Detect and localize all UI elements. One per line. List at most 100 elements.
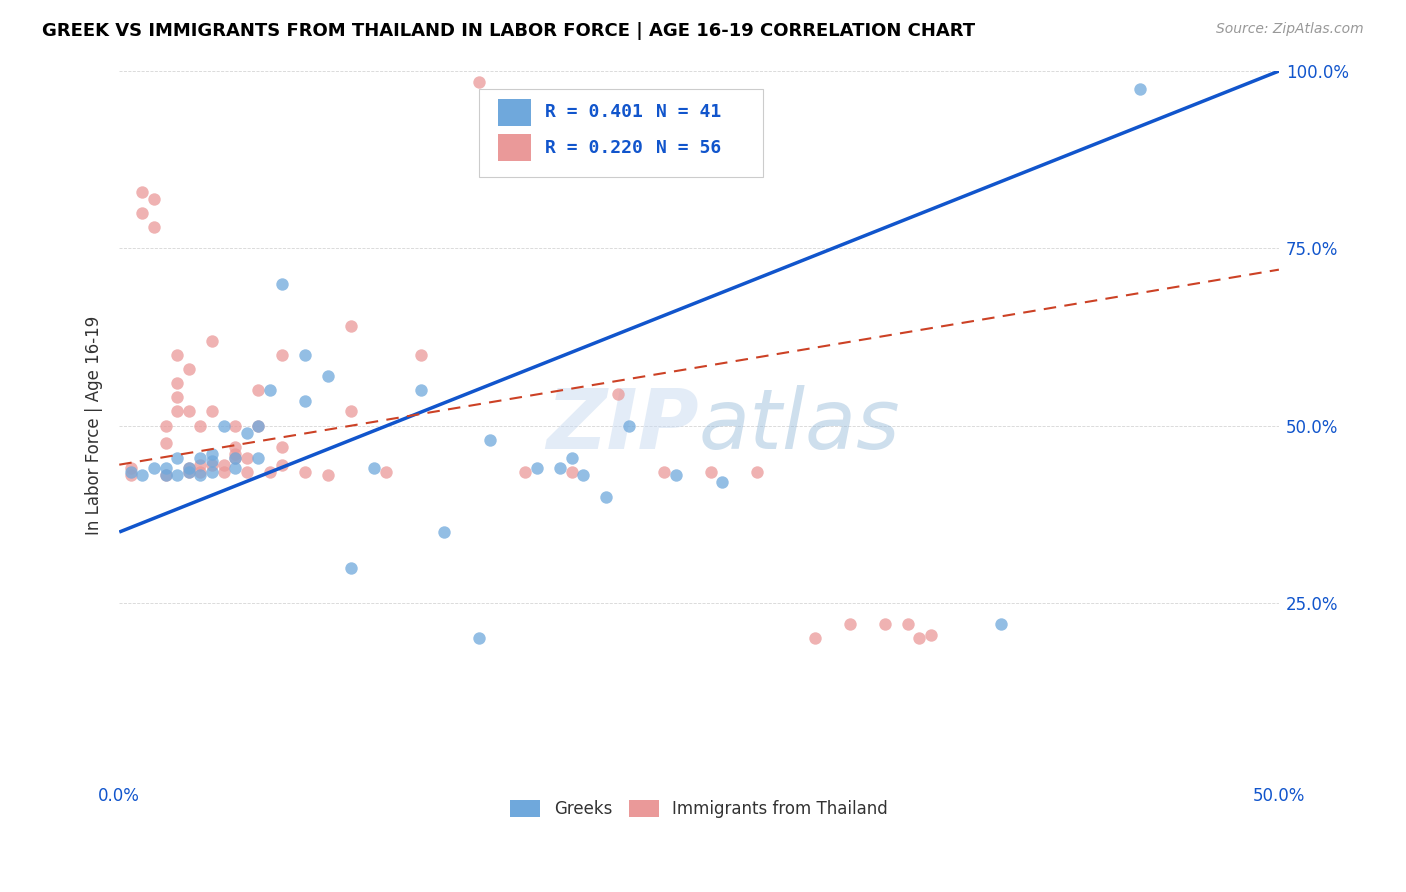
Text: R = 0.220: R = 0.220 (546, 138, 643, 157)
Point (526, 461, 548, 475)
Point (247, 418, 270, 433)
Point (177, 465, 200, 479)
Point (409, 383, 432, 397)
Point (1129, 82, 1152, 96)
Point (143, 220, 166, 235)
Point (340, 404, 363, 418)
Point (155, 461, 177, 475)
Text: R = 0.401: R = 0.401 (546, 103, 643, 121)
Point (177, 461, 200, 475)
Point (143, 461, 166, 475)
Point (190, 418, 212, 433)
Point (155, 468, 177, 483)
Point (212, 465, 235, 479)
Point (155, 436, 177, 450)
Point (224, 440, 246, 454)
Point (804, 632, 827, 646)
Point (838, 617, 860, 632)
Point (201, 404, 224, 418)
Point (711, 475, 734, 490)
Y-axis label: In Labor Force | Age 16-19: In Labor Force | Age 16-19 (86, 316, 103, 535)
Point (259, 383, 281, 397)
Point (468, 75, 491, 89)
Point (572, 468, 595, 483)
Point (166, 376, 188, 391)
Point (190, 450, 212, 465)
Point (177, 461, 200, 475)
Point (190, 465, 212, 479)
Point (294, 465, 316, 479)
Point (990, 617, 1012, 632)
Point (201, 465, 224, 479)
Point (247, 418, 270, 433)
Point (131, 185, 153, 199)
Point (619, 418, 641, 433)
Text: atlas: atlas (699, 385, 901, 467)
Point (166, 348, 188, 362)
Point (468, 632, 491, 646)
Point (652, 465, 675, 479)
Point (699, 465, 721, 479)
Point (316, 369, 339, 384)
Point (595, 490, 617, 504)
Point (177, 465, 200, 479)
Point (270, 440, 292, 454)
Point (363, 461, 385, 475)
Point (201, 458, 224, 472)
Point (131, 468, 153, 483)
Point (166, 450, 188, 465)
Point (120, 465, 142, 479)
Bar (499, 134, 531, 161)
Point (131, 206, 153, 220)
Point (606, 386, 628, 401)
Point (190, 458, 212, 472)
Point (340, 560, 363, 574)
Point (177, 362, 200, 376)
Point (166, 404, 188, 418)
Point (270, 348, 292, 362)
Point (908, 632, 931, 646)
Point (201, 334, 224, 348)
Point (143, 192, 166, 206)
Point (120, 461, 142, 475)
Point (340, 319, 363, 334)
Text: N = 56: N = 56 (657, 138, 721, 157)
Legend: Greeks, Immigrants from Thailand: Greeks, Immigrants from Thailand (503, 794, 894, 825)
Point (236, 465, 259, 479)
Point (920, 628, 942, 642)
Point (409, 348, 432, 362)
Point (155, 468, 177, 483)
Point (236, 425, 259, 440)
Point (897, 617, 920, 632)
Text: ZIP: ZIP (547, 385, 699, 467)
Point (166, 390, 188, 404)
Point (270, 458, 292, 472)
Text: N = 41: N = 41 (657, 103, 721, 121)
Point (201, 447, 224, 461)
Point (190, 468, 212, 483)
Point (224, 447, 246, 461)
Text: Source: ZipAtlas.com: Source: ZipAtlas.com (1216, 22, 1364, 37)
Text: GREEK VS IMMIGRANTS FROM THAILAND IN LABOR FORCE | AGE 16-19 CORRELATION CHART: GREEK VS IMMIGRANTS FROM THAILAND IN LAB… (42, 22, 976, 40)
Point (560, 450, 582, 465)
Point (201, 454, 224, 468)
Point (745, 465, 768, 479)
Point (259, 465, 281, 479)
FancyBboxPatch shape (479, 89, 763, 178)
Point (212, 418, 235, 433)
Point (316, 468, 339, 483)
Point (236, 450, 259, 465)
Point (873, 617, 896, 632)
Point (224, 461, 246, 475)
Point (224, 418, 246, 433)
Point (375, 465, 398, 479)
Point (212, 458, 235, 472)
Point (665, 468, 688, 483)
Point (224, 450, 246, 465)
Point (247, 383, 270, 397)
Point (155, 418, 177, 433)
Point (224, 450, 246, 465)
Point (177, 404, 200, 418)
Point (560, 465, 582, 479)
Point (247, 450, 270, 465)
